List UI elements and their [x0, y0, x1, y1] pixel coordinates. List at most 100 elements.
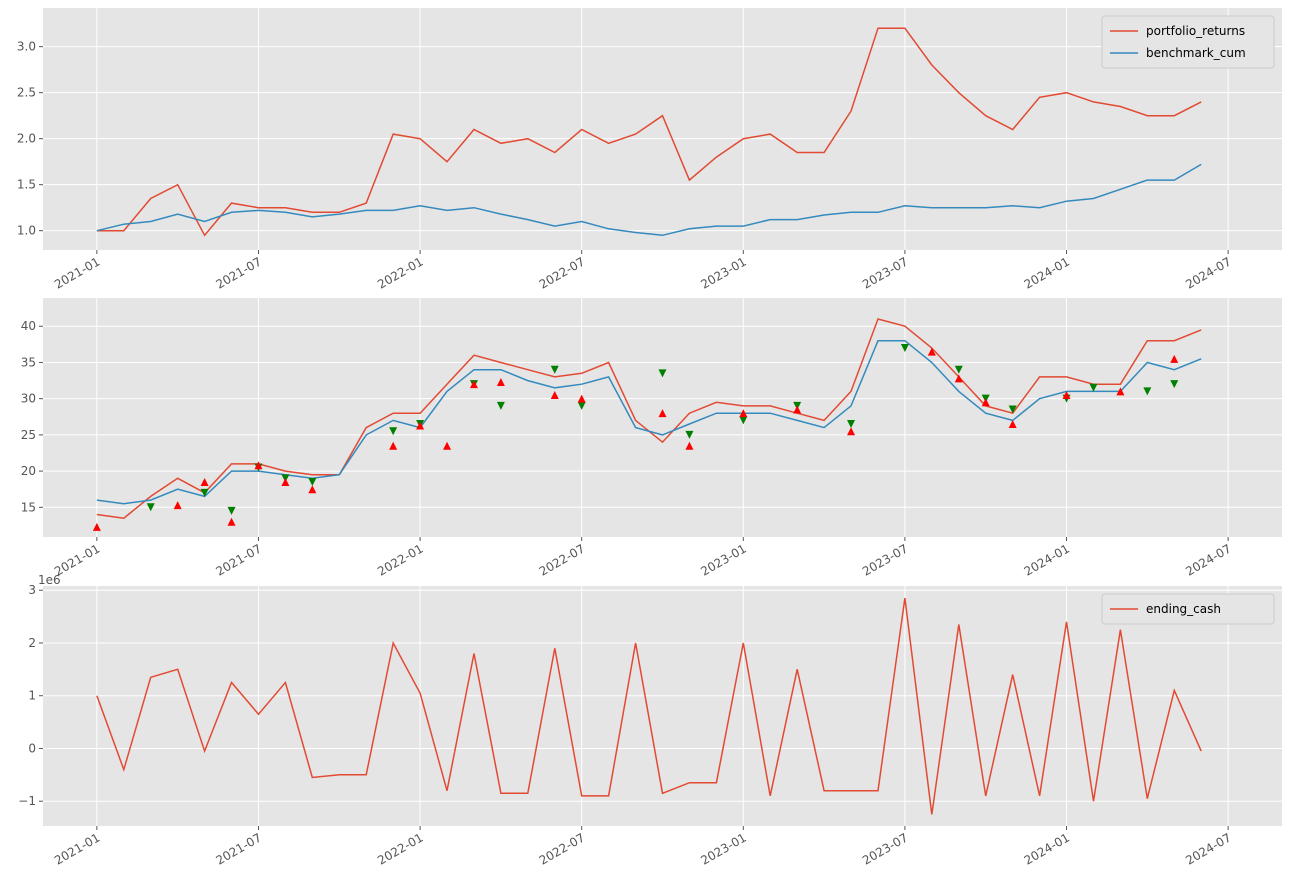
y-tick-label: −1: [18, 794, 36, 808]
x-tick-label: 2021-01: [52, 830, 102, 867]
plot-background: [43, 8, 1282, 250]
plot-background: [43, 298, 1282, 537]
trade-marker: [443, 441, 452, 450]
x-tick-label: 2022-01: [375, 254, 425, 291]
legend-box: [1101, 15, 1275, 69]
x-tick-label: 2021-07: [214, 541, 264, 578]
legend: portfolio_returns benchmark_cum: [1101, 15, 1275, 69]
trade-marker: [550, 365, 559, 374]
x-tick-label: 2021-01: [52, 254, 102, 291]
x-tick-label: 2023-01: [698, 541, 748, 578]
line-series: [96, 339, 1202, 505]
trade-marker: [1089, 383, 1098, 392]
trade-marker: [92, 522, 101, 531]
trade-marker: [281, 477, 290, 486]
plot-background: [43, 586, 1282, 826]
trade-marker: [227, 517, 236, 526]
trade-marker: [416, 421, 425, 430]
y-tick-label: 3: [28, 583, 36, 597]
trade-marker: [685, 430, 694, 439]
trade-marker: [496, 378, 505, 387]
x-tick-label: 2023-01: [698, 254, 748, 291]
trade-marker: [847, 420, 856, 429]
trade-marker: [146, 503, 155, 512]
y-tick-label: 1.5: [17, 178, 36, 192]
subplot: 1.0 1.5 2.0 2.5 3.0 2021-01 2021-07 2022-01 2022…: [17, 8, 1282, 292]
trade-marker: [469, 380, 478, 389]
trade-marker: [1008, 420, 1017, 429]
line-series: [96, 597, 1202, 815]
y-tick-label: 3.0: [17, 40, 36, 54]
x-tick-label: 2023-07: [860, 541, 910, 578]
x-tick-label: 2024-01: [1022, 541, 1072, 578]
trade-marker: [900, 343, 909, 352]
trade-marker: [1170, 380, 1179, 389]
trade-marker: [200, 477, 209, 486]
y-tick-label: 35: [21, 355, 36, 369]
trade-marker: [389, 441, 398, 450]
line-series: [96, 163, 1202, 237]
trade-marker: [1143, 387, 1152, 396]
x-tick-label: 2021-07: [214, 830, 264, 867]
trade-marker: [954, 374, 963, 383]
trade-marker: [954, 365, 963, 374]
y-tick-label: 30: [21, 392, 36, 406]
x-tick-label: 2024-07: [1183, 541, 1233, 578]
trade-marker: [389, 427, 398, 436]
trade-marker: [1062, 391, 1071, 400]
trade-marker: [739, 416, 748, 425]
subplot: −1 0 1 2 3 2021-01 2021-07 2022-01 2022-07 2023-0…: [18, 573, 1282, 868]
y-tick-label: 25: [21, 428, 36, 442]
trade-marker: [227, 506, 236, 515]
x-tick-label: 2023-01: [698, 830, 748, 867]
y-tick-label: 2.5: [17, 86, 36, 100]
trade-marker: [1008, 405, 1017, 414]
x-tick-label: 2024-01: [1022, 254, 1072, 291]
trade-marker: [577, 394, 586, 403]
legend-label: benchmark_cum: [1146, 46, 1246, 60]
trade-marker: [550, 391, 559, 400]
trade-marker: [981, 398, 990, 407]
y-tick-label: 2: [28, 636, 36, 650]
line-series: [96, 27, 1202, 237]
trade-marker: [577, 401, 586, 410]
trade-marker: [1170, 354, 1179, 363]
trade-marker: [927, 347, 936, 356]
x-tick-label: 2024-01: [1022, 830, 1072, 867]
y-tick-label: 0: [28, 741, 36, 755]
x-tick-label: 2024-07: [1183, 254, 1233, 291]
legend-box: [1101, 593, 1275, 625]
offset-label: 1e6: [38, 573, 61, 587]
x-tick-label: 2021-07: [214, 254, 264, 291]
y-tick-label: 40: [21, 319, 36, 333]
trade-marker: [658, 369, 667, 378]
y-tick-label: 1.0: [17, 224, 36, 238]
x-tick-label: 2023-07: [860, 254, 910, 291]
y-tick-label: 2.0: [17, 132, 36, 146]
trade-marker: [739, 409, 748, 418]
trade-marker: [173, 501, 182, 510]
x-tick-label: 2022-07: [537, 541, 587, 578]
y-tick-label: 1: [28, 689, 36, 703]
trade-marker: [496, 401, 505, 410]
trade-marker: [200, 488, 209, 497]
x-tick-label: 2022-07: [537, 830, 587, 867]
trade-marker: [308, 477, 317, 486]
legend-label: ending_cash: [1146, 602, 1221, 616]
y-tick-label: 15: [21, 500, 36, 514]
x-tick-label: 2022-01: [375, 830, 425, 867]
x-tick-label: 2022-01: [375, 541, 425, 578]
x-tick-label: 2023-07: [860, 830, 910, 867]
trade-marker: [685, 441, 694, 450]
legend-label: portfolio_returns: [1146, 24, 1245, 38]
x-tick-label: 2024-07: [1183, 830, 1233, 867]
trade-marker: [793, 405, 802, 414]
trade-marker: [847, 427, 856, 436]
trade-marker: [254, 461, 263, 470]
trade-marker: [308, 485, 317, 494]
legend: ending_cash: [1101, 593, 1275, 625]
x-tick-label: 2022-07: [537, 254, 587, 291]
